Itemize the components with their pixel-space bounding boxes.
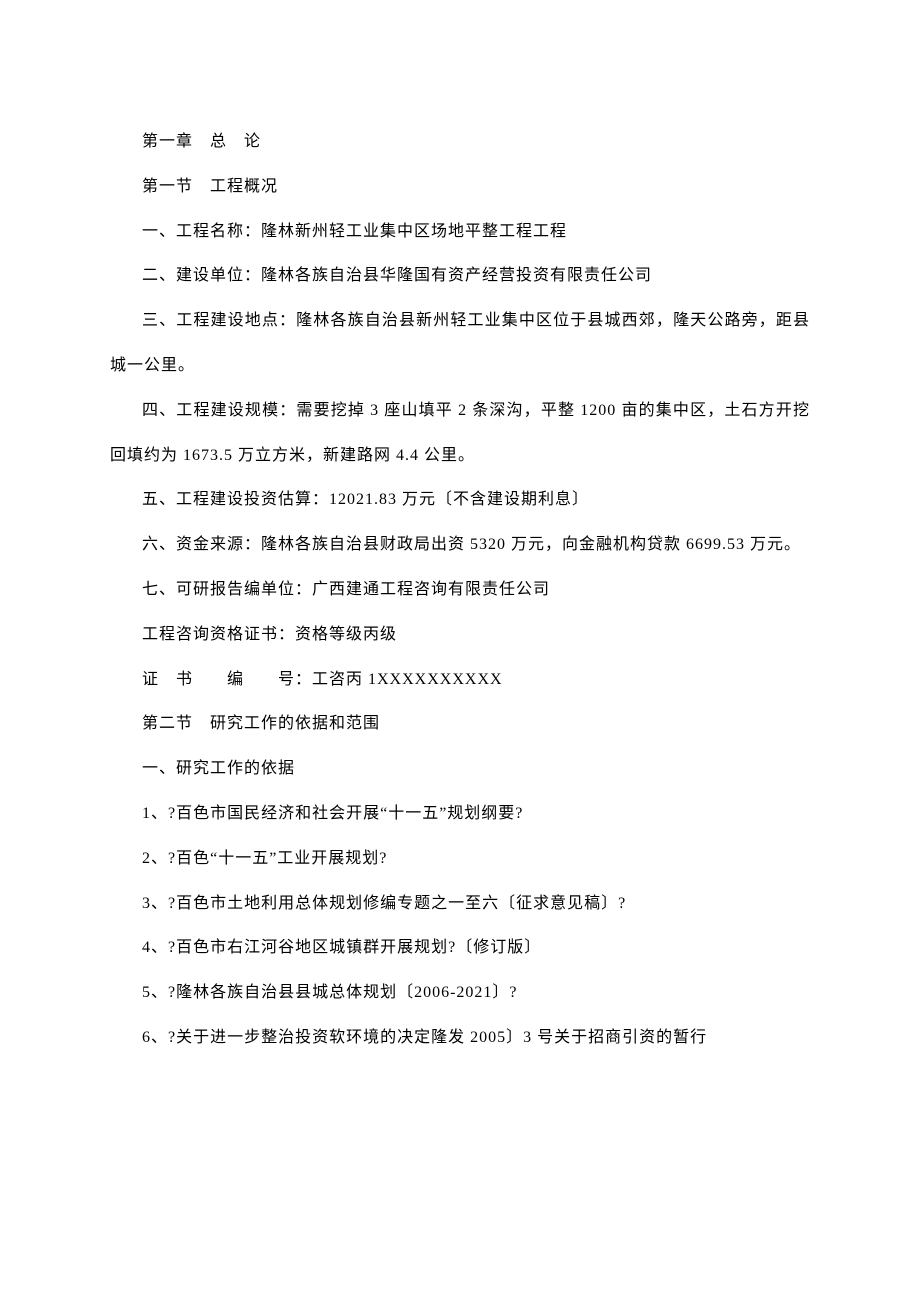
paragraph: 2、?百色“十一五”工业开展规划? xyxy=(110,837,810,882)
paragraph: 4、?百色市右江河谷地区城镇群开展规划?〔修订版〕 xyxy=(110,926,810,971)
paragraph: 七、可研报告编单位：广西建通工程咨询有限责任公司 xyxy=(110,568,810,613)
paragraph: 证 书 编 号：工咨丙 1XXXXXXXXXX xyxy=(110,658,810,703)
paragraph: 工程咨询资格证书：资格等级丙级 xyxy=(110,613,810,658)
paragraph: 第一章 总 论 xyxy=(110,120,810,165)
paragraph: 一、研究工作的依据 xyxy=(110,747,810,792)
paragraph: 第二节 研究工作的依据和范围 xyxy=(110,702,810,747)
paragraph: 四、工程建设规模：需要挖掉 3 座山填平 2 条深沟，平整 1200 亩的集中区… xyxy=(110,389,810,479)
paragraph: 五、工程建设投资估算：12021.83 万元〔不含建设期利息〕 xyxy=(110,478,810,523)
paragraph: 第一节 工程概况 xyxy=(110,165,810,210)
paragraph: 5、?隆林各族自治县县城总体规划〔2006-2021〕? xyxy=(110,971,810,1016)
paragraph: 一、工程名称：隆林新州轻工业集中区场地平整工程工程 xyxy=(110,210,810,255)
document-body: 第一章 总 论第一节 工程概况一、工程名称：隆林新州轻工业集中区场地平整工程工程… xyxy=(110,120,810,1061)
paragraph: 3、?百色市土地利用总体规划修编专题之一至六〔征求意见稿〕? xyxy=(110,882,810,927)
paragraph: 六、资金来源：隆林各族自治县财政局出资 5320 万元，向金融机构贷款 6699… xyxy=(110,523,810,568)
paragraph: 二、建设单位：隆林各族自治县华隆国有资产经营投资有限责任公司 xyxy=(110,254,810,299)
paragraph: 三、工程建设地点：隆林各族自治县新州轻工业集中区位于县城西郊，隆天公路旁，距县城… xyxy=(110,299,810,389)
paragraph: 6、?关于进一步整治投资软环境的决定隆发 2005〕3 号关于招商引资的暂行 xyxy=(110,1016,810,1061)
paragraph: 1、?百色市国民经济和社会开展“十一五”规划纲要? xyxy=(110,792,810,837)
